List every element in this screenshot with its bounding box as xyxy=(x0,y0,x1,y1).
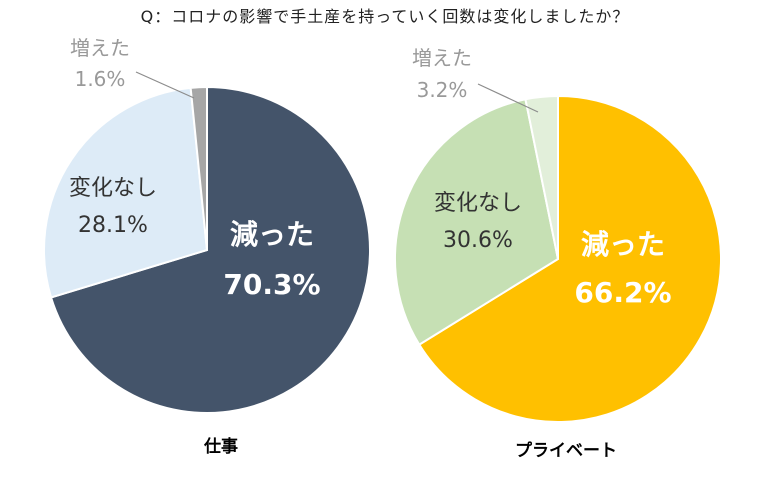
label-increased-value: 3.2% xyxy=(417,78,468,102)
leader-line xyxy=(135,71,195,99)
pie-work-caption: 仕事 xyxy=(203,436,238,457)
label-decreased-category: 減った xyxy=(581,228,665,261)
pie-work: 減った 70.3% 変化なし 28.1% 増えた 1.6% xyxy=(43,36,371,414)
slice-decreased xyxy=(417,94,722,423)
label-unchanged-category: 変化なし xyxy=(434,191,522,216)
slice-decreased xyxy=(49,85,371,414)
slice-unchanged xyxy=(43,86,209,299)
label-increased-value: 1.6% xyxy=(75,67,126,91)
slice-increased xyxy=(189,85,208,251)
label-decreased-value: 70.3% xyxy=(223,268,320,301)
slice-unchanged xyxy=(394,98,560,346)
label-increased-category: 増えた xyxy=(70,36,130,60)
slice-increased xyxy=(524,94,559,260)
chart-title: Q：コロナの影響で手土産を持っていく回数は変化しましたか？ xyxy=(141,7,630,26)
label-increased-category: 増えた xyxy=(412,46,472,70)
label-decreased-value: 66.2% xyxy=(574,276,671,309)
label-unchanged-value: 28.1% xyxy=(78,213,148,238)
label-decreased-category: 減った xyxy=(230,218,314,251)
label-unchanged-category: 変化なし xyxy=(69,176,157,201)
leader-line xyxy=(477,83,539,113)
pie-private-caption: プライベート xyxy=(515,440,617,461)
pie-private: 減った 66.2% 変化なし 30.6% 増えた 3.2% xyxy=(394,46,722,423)
label-unchanged-value: 30.6% xyxy=(443,228,513,253)
